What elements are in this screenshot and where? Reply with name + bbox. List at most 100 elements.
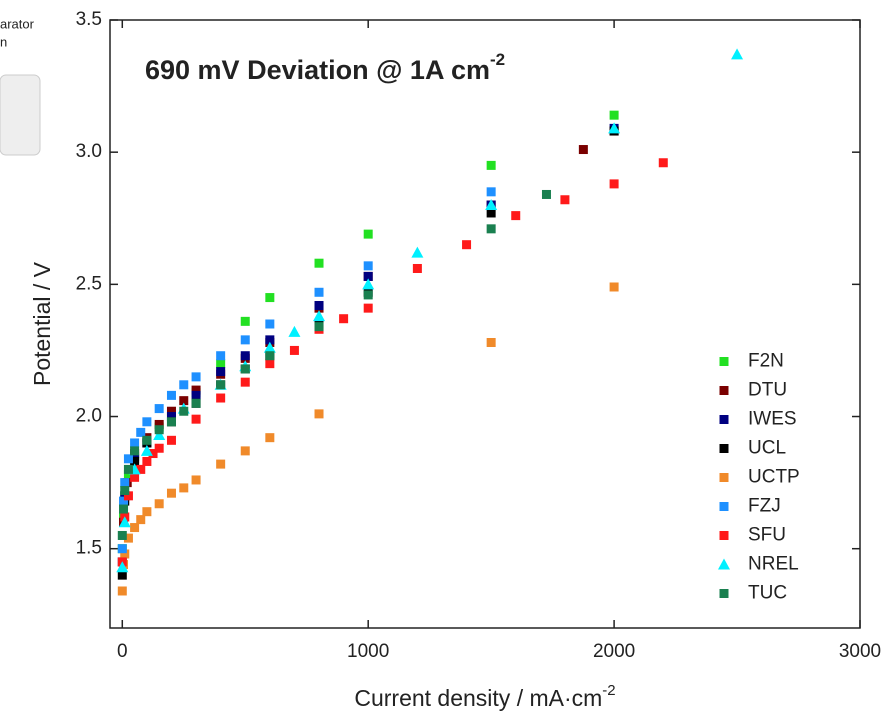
data-point	[265, 319, 275, 329]
data-point	[240, 377, 250, 387]
legend-label: FZJ	[748, 496, 781, 517]
cropped-image	[0, 74, 41, 156]
data-point	[412, 263, 422, 273]
data-point	[216, 367, 226, 377]
x-label-superscript: -2	[602, 682, 615, 699]
data-point	[119, 496, 129, 506]
legend-marker	[719, 531, 729, 540]
data-point	[166, 417, 176, 427]
legend-marker	[719, 444, 729, 453]
legend-marker	[719, 415, 729, 424]
y-tick-label: 1.5	[76, 538, 102, 559]
data-point	[142, 456, 152, 466]
data-point	[216, 459, 226, 469]
data-point	[154, 443, 164, 453]
data-point	[179, 380, 189, 390]
data-point	[166, 390, 176, 400]
data-point	[191, 398, 201, 408]
data-point	[609, 110, 619, 120]
data-point	[154, 425, 164, 435]
data-point	[240, 335, 250, 345]
data-point	[608, 122, 621, 134]
legend-marker	[718, 558, 730, 570]
data-point	[313, 310, 326, 322]
data-point	[123, 533, 133, 543]
data-point	[123, 464, 133, 474]
data-point	[130, 456, 140, 466]
data-point	[116, 561, 129, 573]
data-point	[511, 211, 521, 221]
x-tick-label: 3000	[839, 641, 881, 662]
legend-label: F2N	[748, 351, 784, 372]
plot-frame	[109, 19, 861, 629]
legend-marker	[719, 502, 729, 511]
data-point	[363, 229, 373, 239]
data-point	[117, 586, 127, 596]
data-point	[485, 199, 498, 211]
fragment-text: n	[0, 34, 7, 49]
data-point	[560, 195, 570, 205]
data-point	[265, 433, 275, 443]
data-point	[216, 380, 226, 390]
data-point	[314, 287, 324, 297]
data-point	[731, 48, 744, 60]
y-tick-label: 2.5	[76, 273, 102, 294]
data-point	[142, 507, 152, 517]
data-point	[363, 261, 373, 271]
legend-label: SFU	[748, 525, 786, 546]
legend-marker	[719, 589, 729, 598]
data-point	[166, 406, 176, 416]
data-point	[130, 523, 140, 533]
data-point	[486, 160, 496, 170]
data-point	[363, 271, 373, 281]
x-tick-label: 2000	[593, 641, 635, 662]
legend-label: NREL	[748, 554, 799, 575]
data-point	[216, 351, 226, 361]
data-point	[411, 246, 424, 258]
data-point	[142, 435, 152, 445]
data-point	[191, 372, 201, 382]
data-point	[486, 187, 496, 197]
y-tick-label: 3.0	[76, 141, 102, 162]
legend-label: UCTP	[748, 467, 800, 488]
data-point	[142, 417, 152, 427]
data-point	[240, 364, 250, 374]
data-point	[240, 351, 250, 361]
data-point	[123, 454, 133, 464]
x-axis-label: Current density / mA·cm-2	[354, 682, 615, 711]
data-point	[265, 351, 275, 361]
data-point	[216, 359, 226, 369]
legend-marker	[719, 386, 729, 395]
data-point	[363, 303, 373, 313]
data-point	[314, 258, 324, 268]
data-point	[486, 224, 496, 234]
data-point	[314, 300, 324, 310]
y-tick-label: 2.0	[76, 406, 102, 427]
data-point	[265, 359, 275, 369]
data-point	[288, 325, 301, 337]
legend-label: UCL	[748, 438, 786, 459]
legend-label: DTU	[748, 380, 787, 401]
data-point	[314, 409, 324, 419]
data-point	[191, 390, 201, 400]
chart-title: 690 mV Deviation @ 1A cm-2	[145, 50, 505, 85]
x-label-text: Current density / mA·cm	[354, 685, 602, 711]
y-tick-label: 3.5	[76, 9, 102, 30]
data-point	[153, 429, 166, 441]
data-point	[609, 282, 619, 292]
data-point	[154, 419, 164, 429]
y-axis-label: Potential / V	[29, 261, 55, 386]
data-point	[136, 427, 146, 437]
data-point	[140, 444, 153, 456]
data-point	[191, 385, 201, 395]
data-point	[541, 189, 551, 199]
data-point	[339, 314, 349, 324]
data-point	[486, 338, 496, 348]
data-point	[120, 478, 130, 488]
data-point	[179, 483, 189, 493]
data-point	[130, 438, 140, 448]
x-tick-label: 1000	[347, 641, 389, 662]
data-point	[191, 414, 201, 424]
data-point	[130, 446, 140, 456]
